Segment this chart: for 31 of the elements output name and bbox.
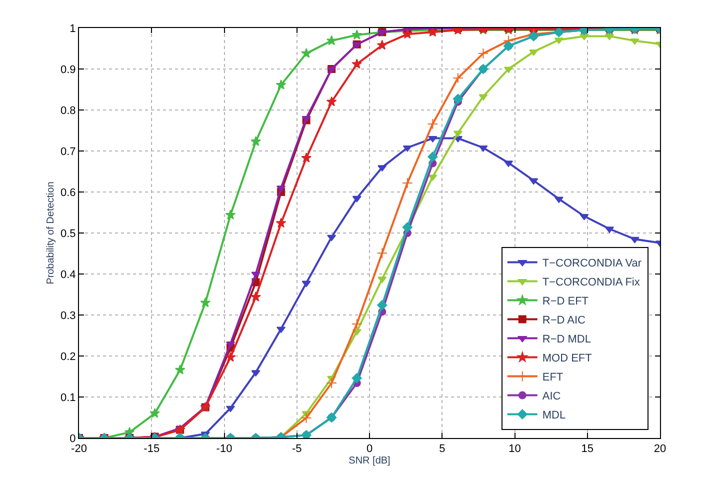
legend-label: T−CORCONDIA Var bbox=[542, 258, 642, 270]
y-tick-label: 0.6 bbox=[60, 186, 76, 199]
y-tick-label: 0.4 bbox=[60, 268, 76, 281]
y-tick-label: 0.3 bbox=[60, 310, 76, 322]
x-tick-label: 20 bbox=[654, 443, 666, 456]
x-tick-label: -10 bbox=[216, 443, 232, 456]
x-tick-label: 15 bbox=[581, 443, 594, 456]
legend-label: MOD EFT bbox=[542, 352, 592, 365]
x-tick-label: -15 bbox=[144, 443, 160, 456]
x-tick-label: 5 bbox=[439, 443, 446, 456]
y-axis-title: Probability of Detection bbox=[46, 182, 57, 284]
x-tick-label: -20 bbox=[71, 443, 87, 456]
legend-label: AIC bbox=[542, 390, 561, 403]
y-tick-label: 0.5 bbox=[60, 228, 76, 240]
y-tick-label: 0.2 bbox=[60, 350, 76, 363]
x-tick-label: -5 bbox=[292, 443, 302, 456]
legend-label: R−D EFT bbox=[542, 296, 589, 308]
y-tick-label: 0 bbox=[70, 432, 76, 445]
x-tick-label: 0 bbox=[366, 443, 373, 456]
x-tick-label: 10 bbox=[508, 443, 521, 456]
y-tick-label: 0.9 bbox=[60, 64, 76, 76]
y-tick-label: 0.7 bbox=[60, 146, 76, 158]
y-tick-label: 1 bbox=[70, 22, 76, 35]
legend-label: R−D AIC bbox=[542, 314, 586, 327]
legend-label: MDL bbox=[542, 410, 566, 422]
legend-label: T−CORCONDIA Fix bbox=[542, 276, 640, 289]
legend-label: EFT bbox=[542, 372, 564, 384]
legend-label: R−D MDL bbox=[542, 334, 591, 346]
x-axis-title: SNR [dB] bbox=[348, 456, 391, 467]
y-tick-label: 0.8 bbox=[60, 104, 76, 117]
y-tick-label: 0.1 bbox=[60, 392, 76, 404]
